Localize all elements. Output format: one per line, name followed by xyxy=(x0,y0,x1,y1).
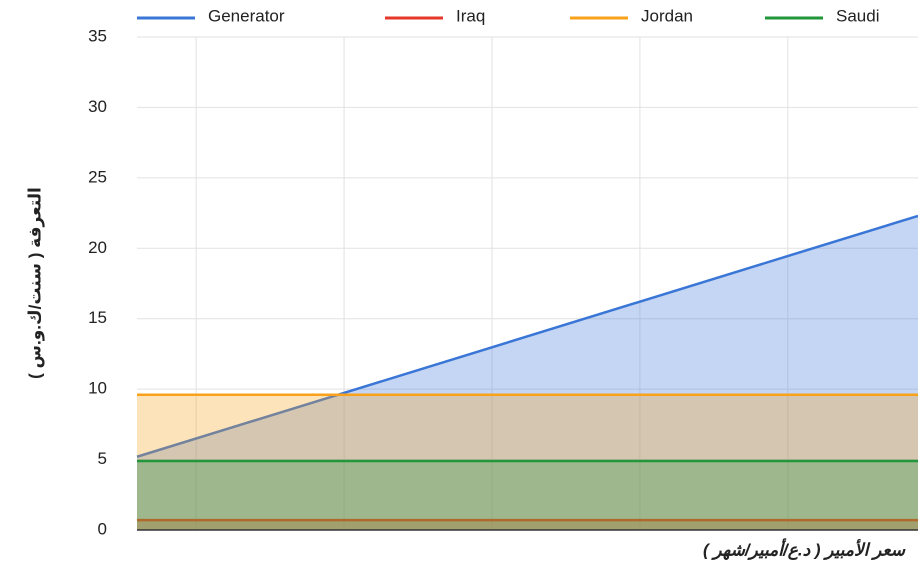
y-axis-label: التعرفة ( سنت/ك.و.س ) xyxy=(25,187,45,379)
line xyxy=(136,214,918,458)
area xyxy=(137,520,918,530)
area xyxy=(137,215,918,531)
y-tick-label: 15 xyxy=(88,308,107,327)
x-axis-label: سعر الأمبير ( د.ع/أمبير/شهر ) xyxy=(703,537,906,560)
y-tick-label: 0 xyxy=(98,519,107,538)
y-tick-label: 30 xyxy=(88,97,107,116)
area xyxy=(137,394,918,530)
y-tick-label: 10 xyxy=(88,379,107,398)
legend-label: Generator xyxy=(208,6,285,25)
area xyxy=(137,460,918,530)
legend-label: Saudi xyxy=(836,6,879,25)
y-tick-label: 20 xyxy=(88,238,107,257)
y-tick-label: 25 xyxy=(88,167,107,186)
legend-label: Iraq xyxy=(456,6,485,25)
y-tick-label: 5 xyxy=(98,449,107,468)
legend-label: Jordan xyxy=(641,6,693,25)
y-tick-label: 35 xyxy=(88,26,107,45)
